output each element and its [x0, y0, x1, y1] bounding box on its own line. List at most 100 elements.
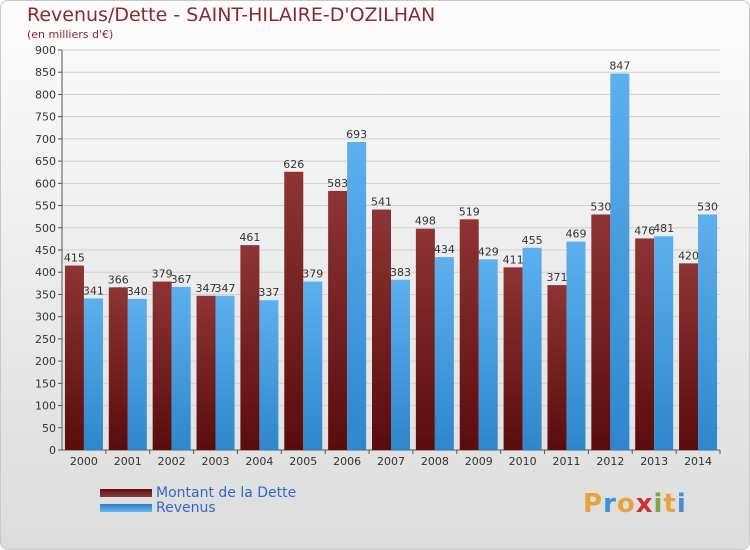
y-tick-label: 900 [35, 44, 56, 57]
bar-dette [108, 287, 128, 450]
bar-dette [64, 265, 84, 450]
value-label-dette: 461 [239, 231, 260, 244]
value-label-dette: 371 [546, 271, 567, 284]
y-tick-label: 700 [35, 133, 56, 146]
value-label-revenus: 434 [434, 243, 455, 256]
y-tick-label: 0 [49, 444, 56, 457]
y-tick-label: 300 [35, 311, 56, 324]
value-label-revenus: 693 [346, 128, 367, 141]
value-label-dette: 379 [152, 268, 173, 281]
bar-revenus [434, 257, 454, 450]
x-tick-label: 2001 [114, 455, 142, 468]
y-tick-label: 200 [35, 355, 56, 368]
x-tick-label: 2013 [640, 455, 668, 468]
legend-swatch-dette [100, 489, 152, 497]
bar-dette [328, 190, 348, 450]
value-label-dette: 541 [371, 196, 392, 209]
y-tick-label: 100 [35, 400, 56, 413]
y-tick-label: 450 [35, 244, 56, 257]
bar-dette [372, 209, 391, 450]
bar-dette [635, 238, 655, 450]
value-label-revenus: 530 [697, 200, 718, 213]
x-tick-label: 2004 [245, 455, 273, 468]
value-label-revenus: 367 [171, 273, 192, 286]
bar-dette [459, 219, 479, 450]
logo-letter: P [583, 489, 604, 519]
bar-dette [240, 245, 260, 450]
value-label-dette: 519 [459, 205, 480, 218]
x-tick-label: 2002 [158, 455, 186, 468]
bar-dette [679, 263, 699, 450]
value-label-dette: 476 [634, 224, 655, 237]
x-tick-label: 2006 [333, 455, 361, 468]
bar-dette [591, 214, 611, 450]
x-tick-label: 2011 [552, 455, 580, 468]
value-label-revenus: 383 [390, 266, 411, 279]
bar-revenus [610, 73, 630, 451]
legend-label-dette: Montant de la Dette [156, 485, 297, 501]
y-tick-label: 150 [35, 377, 56, 390]
bar-dette [152, 281, 172, 450]
bar-revenus [654, 236, 674, 450]
value-label-dette: 366 [108, 273, 129, 286]
y-tick-label: 550 [35, 200, 56, 213]
x-tick-label: 2012 [596, 455, 624, 468]
bar-revenus [478, 259, 498, 450]
x-tick-label: 2009 [465, 455, 493, 468]
y-tick-label: 750 [35, 111, 56, 124]
bar-revenus [347, 142, 367, 450]
value-label-dette: 530 [590, 200, 611, 213]
y-tick-label: 50 [42, 422, 56, 435]
y-tick-label: 500 [35, 222, 56, 235]
value-label-dette: 415 [64, 252, 85, 265]
value-label-revenus: 337 [258, 286, 279, 299]
value-label-dette: 498 [415, 215, 436, 228]
bar-revenus [391, 279, 410, 450]
value-label-revenus: 429 [478, 245, 499, 258]
chart-subtitle: (en milliers d'€) [27, 28, 114, 41]
bar-revenus [171, 286, 191, 450]
bar-revenus [566, 241, 586, 450]
logo-letter: t [663, 489, 677, 519]
bar-dette [415, 228, 435, 450]
value-label-revenus: 347 [215, 282, 236, 295]
x-tick-label: 2008 [421, 455, 449, 468]
value-label-dette: 626 [283, 158, 304, 171]
value-label-revenus: 469 [565, 228, 586, 241]
bar-revenus [303, 281, 323, 450]
value-label-revenus: 481 [653, 222, 674, 235]
x-tick-label: 2010 [509, 455, 537, 468]
logo-letter: x [635, 489, 654, 519]
bar-dette [547, 285, 567, 450]
x-tick-label: 2014 [684, 455, 712, 468]
value-label-dette: 420 [678, 249, 699, 262]
y-tick-label: 600 [35, 177, 56, 190]
logo-letter: o [616, 489, 636, 519]
value-label-revenus: 340 [127, 285, 148, 298]
value-label-revenus: 379 [302, 268, 323, 281]
logo-letter: i [653, 489, 664, 519]
y-tick-label: 650 [35, 155, 56, 168]
bar-revenus [127, 298, 147, 450]
value-label-revenus: 455 [522, 234, 543, 247]
value-label-dette: 583 [327, 177, 348, 190]
x-tick-label: 2000 [70, 455, 98, 468]
bar-revenus [698, 214, 718, 450]
value-label-revenus: 341 [83, 284, 104, 297]
x-tick-label: 2005 [289, 455, 317, 468]
value-label-dette: 347 [196, 282, 217, 295]
logo-letter: r [603, 489, 617, 519]
y-tick-label: 250 [35, 333, 56, 346]
x-tick-label: 2003 [202, 455, 230, 468]
value-label-revenus: 847 [609, 60, 630, 73]
x-tick-label: 2007 [377, 455, 405, 468]
bar-revenus [215, 295, 235, 450]
proxiti-logo: Proxiti [583, 489, 687, 519]
bar-dette [503, 267, 523, 450]
y-tick-label: 400 [35, 266, 56, 279]
legend-swatch-revenus [100, 504, 152, 512]
bar-revenus [83, 298, 103, 450]
legend-label-revenus: Revenus [156, 500, 216, 516]
y-tick-label: 800 [35, 88, 56, 101]
